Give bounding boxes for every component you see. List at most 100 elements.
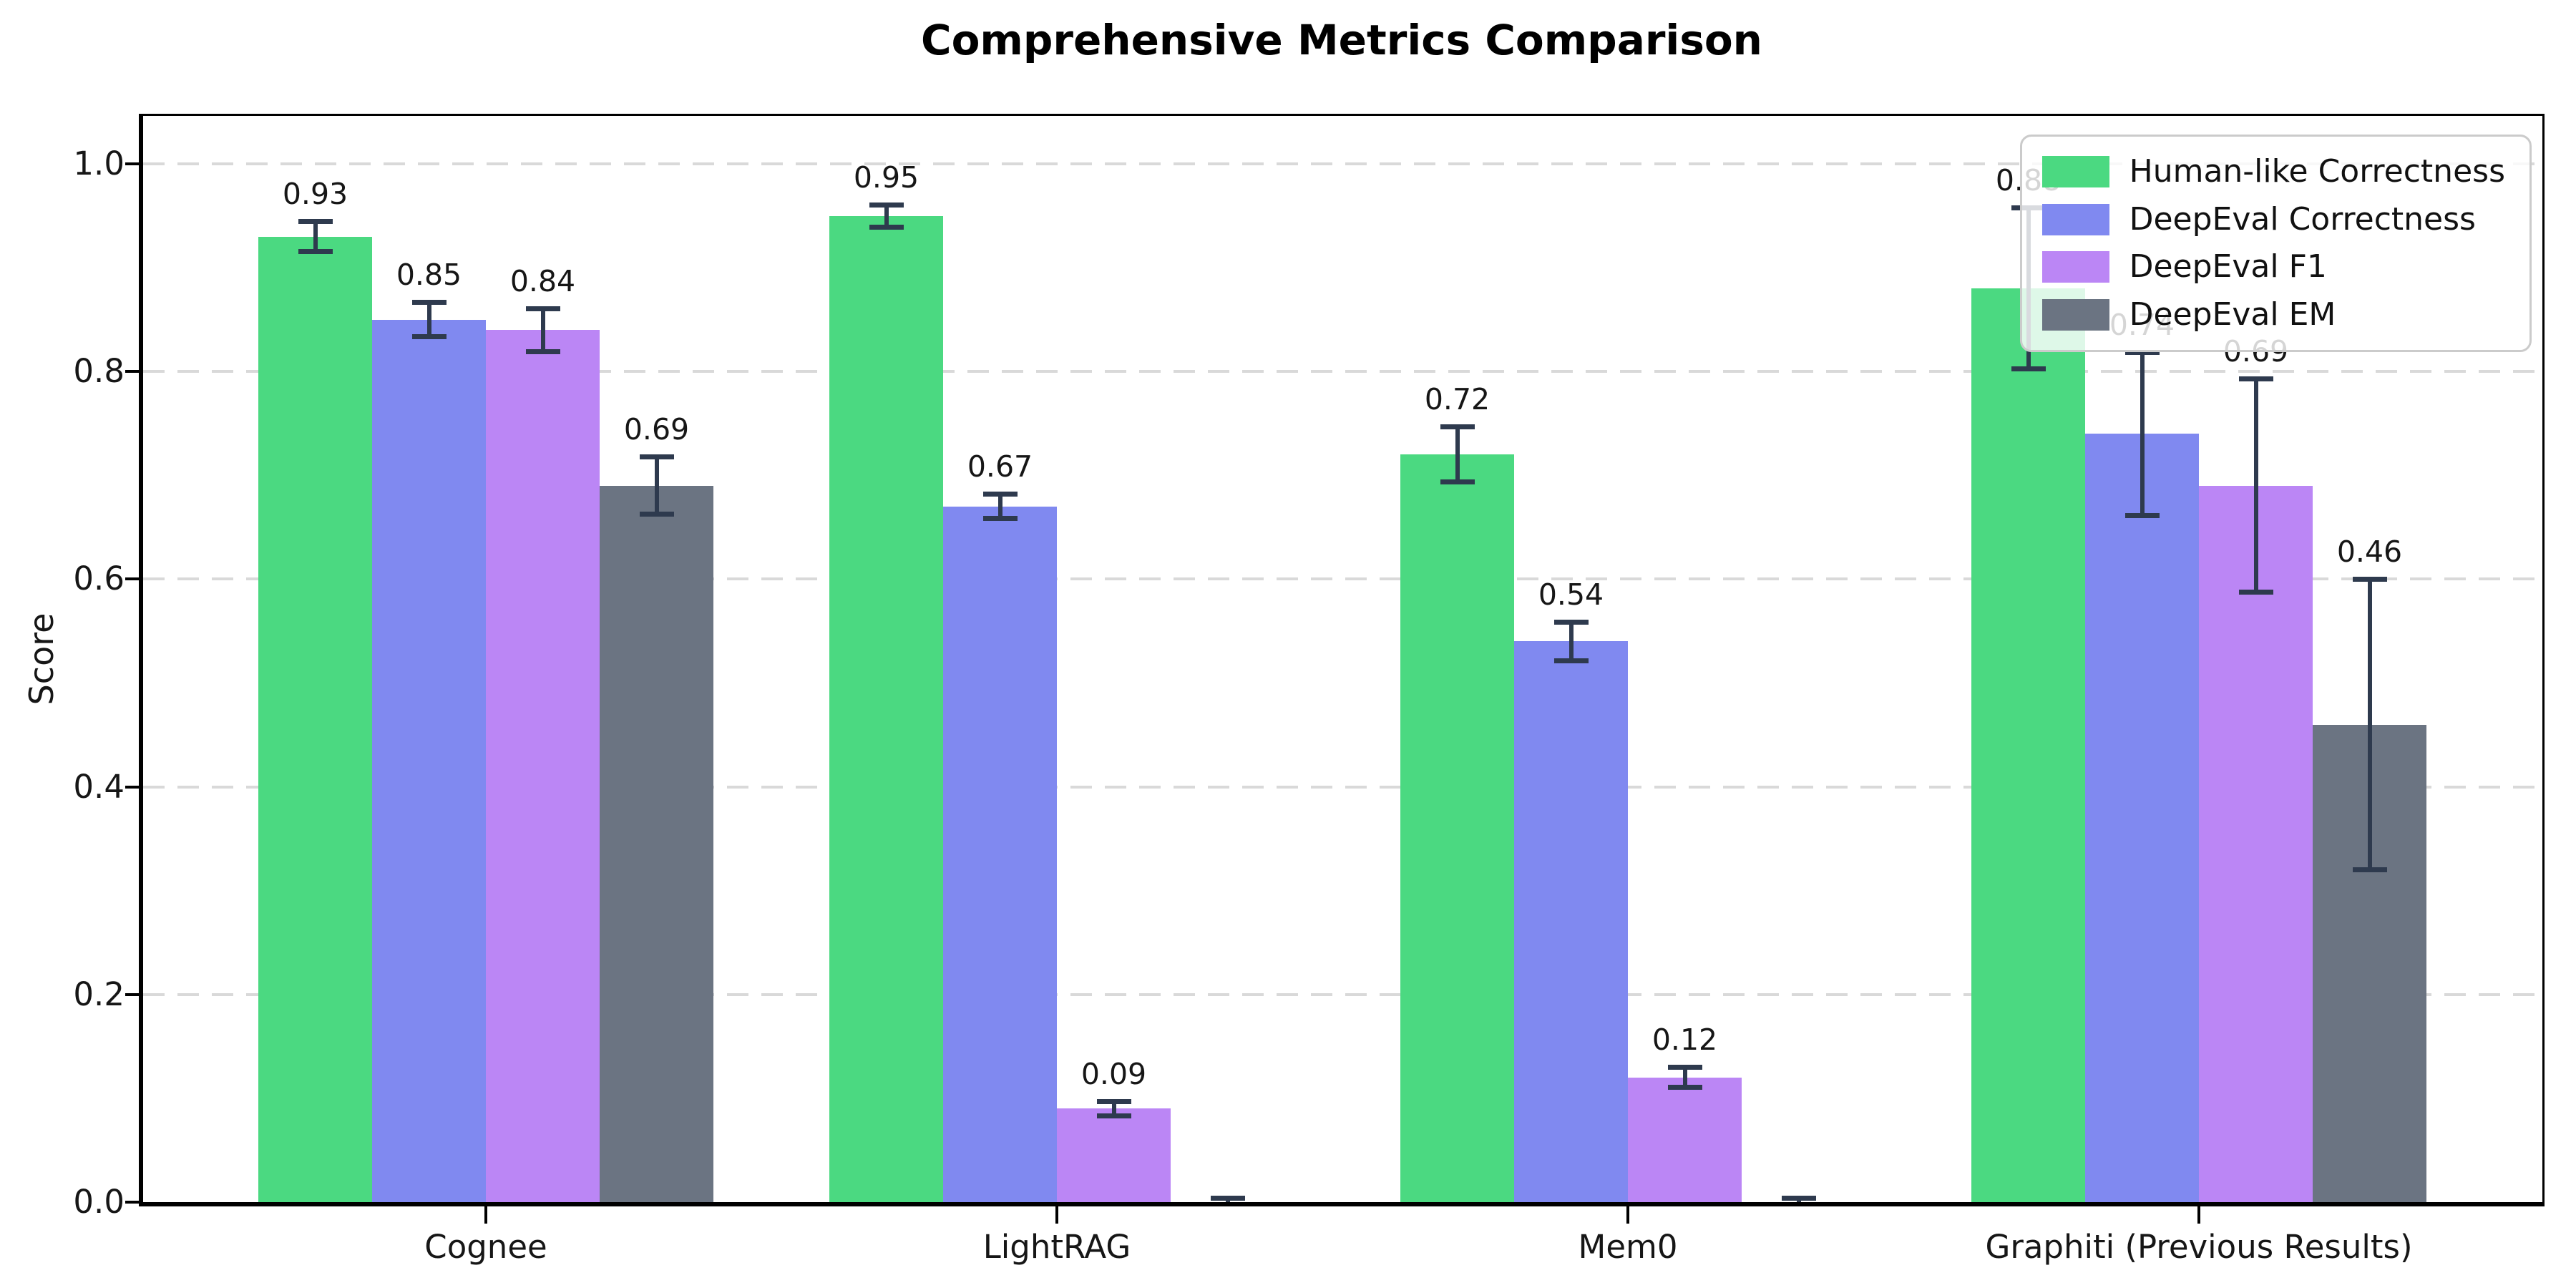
- error-bar-cap: [1096, 1099, 1131, 1105]
- error-bar-cap: [298, 249, 333, 255]
- error-bar-cap: [411, 299, 447, 305]
- bar: [486, 330, 600, 1202]
- error-bar: [884, 204, 889, 228]
- error-bar-cap: [411, 334, 447, 340]
- legend-item: DeepEval EM: [2041, 296, 2505, 333]
- error-bar-cap: [869, 202, 904, 208]
- bar: [372, 319, 486, 1202]
- error-bar-cap: [1210, 1196, 1245, 1201]
- y-tick-label: 0.4: [73, 767, 125, 806]
- y-tick-label: 0.0: [73, 1183, 125, 1221]
- y-tick-label: 1.0: [73, 145, 125, 182]
- gridline: [143, 785, 2540, 789]
- y-tick-label: 0.8: [73, 352, 125, 391]
- x-tick-mark: [2197, 1206, 2200, 1224]
- bar-value-label: 0.54: [1538, 577, 1604, 612]
- x-tick-mark: [484, 1206, 487, 1224]
- error-bar: [1682, 1067, 1687, 1088]
- axes-frame: [139, 114, 2545, 1206]
- error-bar: [1568, 621, 1574, 662]
- error-bar-cap: [639, 454, 674, 460]
- error-bar-cap: [1096, 1113, 1131, 1118]
- error-bar-cap: [2352, 577, 2387, 582]
- x-tick-mark: [1626, 1206, 1629, 1224]
- legend: Human-like Correctness DeepEval Correctne…: [2019, 135, 2532, 353]
- error-bar-cap: [1553, 658, 1589, 664]
- error-bar: [313, 220, 318, 253]
- error-bar-cap: [1667, 1065, 1702, 1070]
- legend-swatch: [2041, 299, 2109, 331]
- plot-area: 0.930.950.720.880.850.670.540.740.840.09…: [143, 116, 2540, 1202]
- chart-title: Comprehensive Metrics Comparison: [921, 16, 1762, 64]
- gridline: [143, 992, 2540, 996]
- bar: [1628, 1077, 1742, 1202]
- legend-swatch: [2041, 251, 2109, 283]
- y-tick-label: 0.6: [73, 560, 125, 598]
- bar: [258, 236, 372, 1202]
- bar-value-label: 0.12: [1652, 1023, 1718, 1058]
- bar: [1514, 641, 1628, 1202]
- y-tick-mark: [125, 577, 141, 581]
- legend-swatch: [2041, 156, 2109, 188]
- bar-value-label: 0.72: [1424, 382, 1491, 417]
- legend-label: DeepEval EM: [2129, 296, 2336, 333]
- legend-item: DeepEval Correctness: [2041, 201, 2505, 238]
- bar: [1057, 1108, 1171, 1202]
- gridline: [143, 577, 2540, 581]
- error-bar-cap: [2238, 376, 2273, 382]
- x-tick-label: LightRAG: [982, 1228, 1131, 1266]
- error-bar-cap: [1440, 479, 1475, 485]
- y-tick-mark: [125, 370, 141, 374]
- error-bar-cap: [298, 218, 333, 224]
- gridline: [143, 162, 2540, 165]
- x-tick-label: Graphiti (Previous Results): [1985, 1228, 2413, 1266]
- legend-item: Human-like Correctness: [2041, 153, 2505, 190]
- error-bar: [1455, 426, 1460, 483]
- y-tick-label: 0.2: [73, 975, 125, 1013]
- error-bar: [654, 457, 659, 515]
- error-bar: [2367, 579, 2372, 870]
- bar-value-label: 0.46: [2336, 535, 2403, 570]
- y-tick-mark: [125, 785, 141, 789]
- error-bar: [997, 494, 1002, 519]
- bar: [2085, 434, 2199, 1202]
- error-bar-cap: [1781, 1196, 1816, 1201]
- bar: [600, 485, 713, 1202]
- y-tick-mark: [125, 1201, 141, 1204]
- error-bar: [2140, 351, 2145, 516]
- bar: [2199, 485, 2313, 1202]
- error-bar-cap: [2124, 512, 2160, 518]
- y-tick-mark: [125, 162, 141, 165]
- bar: [1400, 454, 1514, 1202]
- bar: [943, 506, 1057, 1202]
- error-bar-cap: [2238, 590, 2273, 595]
- x-tick-label: Mem0: [1578, 1228, 1678, 1266]
- error-bar: [426, 301, 431, 338]
- error-bar-cap: [869, 224, 904, 230]
- bar-value-label: 0.85: [396, 257, 462, 292]
- error-bar-cap: [982, 516, 1018, 522]
- error-bar-cap: [525, 348, 560, 354]
- error-bar-cap: [525, 306, 560, 311]
- y-axis-title: Score: [22, 613, 61, 706]
- error-bar: [2253, 379, 2258, 593]
- legend-swatch: [2041, 203, 2109, 235]
- bar-value-label: 0.95: [853, 160, 919, 195]
- error-bar-cap: [2124, 349, 2160, 355]
- legend-label: DeepEval F1: [2129, 248, 2327, 286]
- bar-value-label: 0.67: [967, 449, 1033, 484]
- error-bar-cap: [639, 512, 674, 517]
- bar-value-label: 0.84: [509, 263, 576, 298]
- error-bar-cap: [982, 492, 1018, 497]
- error-bar-cap: [1440, 424, 1475, 430]
- bar-value-label: 0.69: [623, 412, 690, 447]
- error-bar: [1111, 1101, 1116, 1116]
- x-tick-mark: [1055, 1206, 1058, 1224]
- error-bar-cap: [1667, 1085, 1702, 1091]
- error-bar: [540, 308, 545, 352]
- bar-value-label: 0.09: [1080, 1057, 1147, 1092]
- legend-label: Human-like Correctness: [2129, 153, 2505, 190]
- bar: [829, 215, 943, 1202]
- bar: [1971, 288, 2085, 1202]
